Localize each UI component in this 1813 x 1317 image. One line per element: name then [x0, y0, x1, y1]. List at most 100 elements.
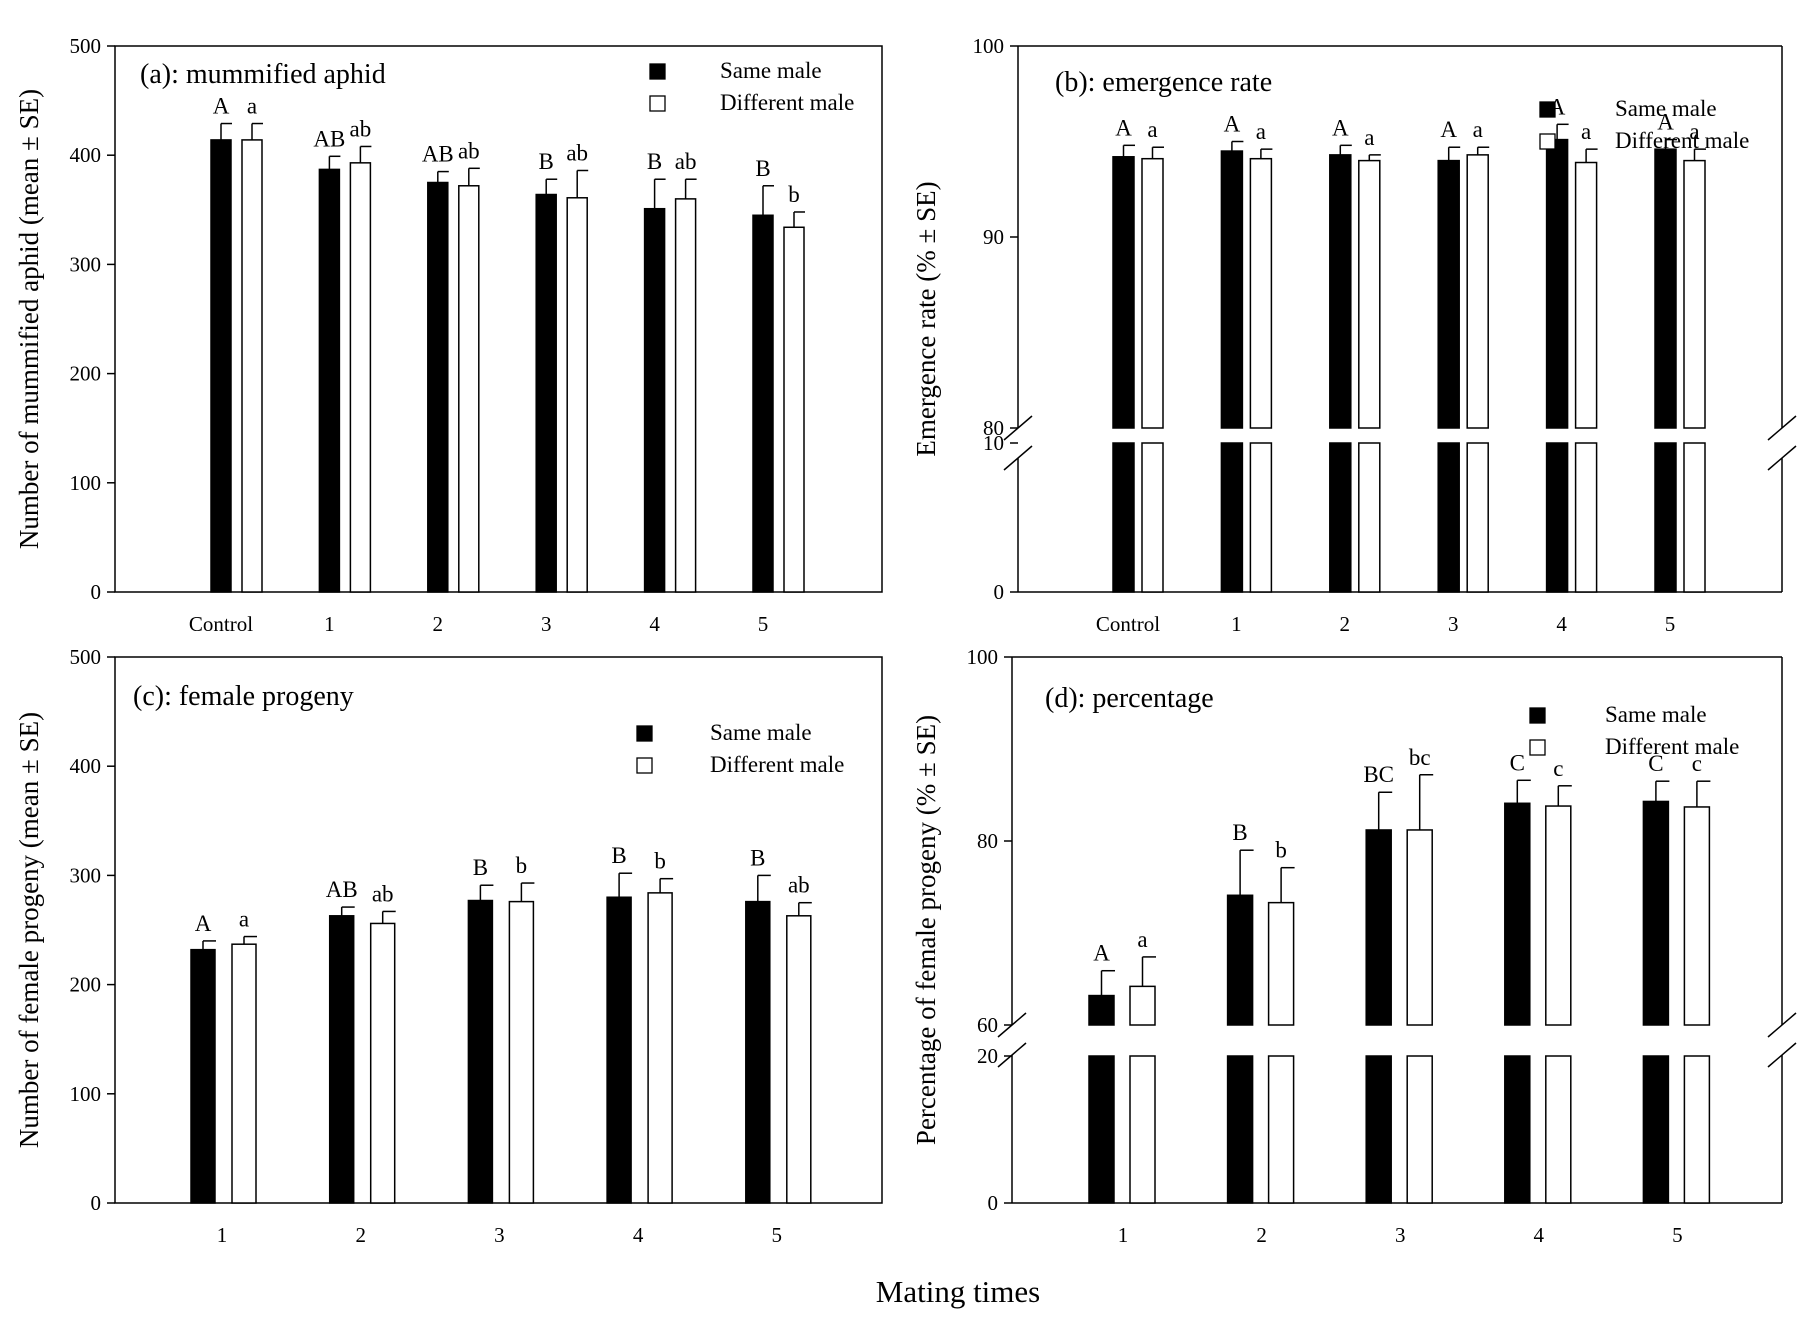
- panel-a-frame: [114, 45, 883, 593]
- panel-a-significance-letter: B: [539, 149, 554, 174]
- panel-a-bar-same: [210, 139, 232, 593]
- panel-c-y-tick-label: 0: [91, 1191, 102, 1215]
- panel-d-significance-letter: BC: [1363, 762, 1394, 787]
- panel-d-bar-different-upper: [1406, 829, 1433, 1026]
- panel-c-significance-letter: B: [750, 845, 765, 870]
- panel-c-significance-letter: B: [611, 843, 626, 868]
- panel-d-bar-different-lower: [1545, 1055, 1572, 1204]
- panel-d-bar-same-lower: [1365, 1055, 1392, 1204]
- panel-d-x-tick-label: 5: [1672, 1223, 1683, 1247]
- panel-a-significance-letter: B: [755, 156, 770, 181]
- panel-b-significance-letter: A: [1332, 115, 1349, 140]
- panel-d-break-mark-left-2: [997, 1042, 1027, 1068]
- panel-a-bar-same: [318, 168, 341, 593]
- panel-d-legend-swatch-different: [1529, 739, 1546, 756]
- panel-c-x-tick-label: 1: [217, 1223, 228, 1247]
- panel-d-significance-letter: C: [1510, 750, 1525, 775]
- panel-d-bar-same-lower: [1642, 1055, 1670, 1204]
- panel-d-y-tick-label: 0: [988, 1191, 999, 1215]
- panel-b-bar-different-lower: [1466, 442, 1489, 593]
- panel-b-bar-same-lower: [1112, 442, 1135, 593]
- panel-b-bar-different-lower: [1249, 442, 1273, 593]
- panel-b-bar-different-upper: [1141, 157, 1164, 429]
- panel-c-legend-swatch-different: [636, 757, 653, 774]
- panel-a-legend-swatch-different: [649, 95, 666, 112]
- panel-b-y-tick-label: 10: [983, 431, 1004, 455]
- panel-d-bar-different-upper: [1267, 901, 1295, 1026]
- panel-b-significance-letter: A: [1115, 115, 1132, 140]
- panel-a-bar-same: [643, 207, 666, 593]
- panel-b-title: (b): emergence rate: [1055, 67, 1272, 98]
- panel-d-bar-different-upper: [1129, 985, 1156, 1026]
- panel-d-y-tick-label: 100: [967, 645, 999, 669]
- panel-b-bar-same-lower: [1329, 442, 1352, 593]
- panel-c-y-tick-label: 300: [70, 863, 102, 887]
- panel-a: (a): mummified aphid 0 100 200 300 400 500 Num…: [14, 34, 883, 636]
- panel-a-x-tick-label: Control: [189, 612, 253, 636]
- panel-d-bar-same-lower: [1504, 1055, 1531, 1204]
- panel-d-x-tick-label: 2: [1256, 1223, 1267, 1247]
- panel-a-title: (a): mummified aphid: [140, 59, 386, 90]
- panel-a-y-tick-label: 400: [70, 143, 102, 167]
- panel-d-y-tick-label: 20: [977, 1044, 998, 1068]
- panel-d-x-tick-label: 1: [1118, 1223, 1129, 1247]
- panel-c-bar-different: [369, 922, 396, 1204]
- panel-a-bar-different: [458, 185, 480, 593]
- panel-c-y-tick-label: 500: [70, 645, 102, 669]
- panel-d-title: (d): percentage: [1045, 683, 1214, 714]
- panel-d-bar-same-upper: [1504, 802, 1531, 1026]
- panel-b-bar-same-upper: [1329, 154, 1352, 429]
- panel-c-bar-same: [606, 896, 632, 1204]
- panel-b-significance-letter: A: [1440, 117, 1457, 142]
- panel-c-legend-label-different: Different male: [710, 752, 844, 777]
- panel-a-bar-different: [674, 198, 697, 593]
- panel-b-y-tick-label: 100: [973, 34, 1005, 58]
- panel-b-x-tick-label: 3: [1448, 612, 1459, 636]
- panel-b-significance-letter: a: [1689, 119, 1699, 144]
- panel-c-y-tick-label: 400: [70, 754, 102, 778]
- panel-a-bar-different: [783, 226, 805, 593]
- panel-b-bar-same-upper: [1654, 148, 1677, 429]
- panel-c-bar-different: [231, 943, 257, 1204]
- panel-c-legend-label-same: Same male: [710, 720, 812, 745]
- panel-a-bar-different: [566, 197, 588, 593]
- panel-a-x-tick-label: 4: [649, 612, 660, 636]
- panel-c-frame: [114, 656, 883, 1204]
- panel-c-x-tick-label: 3: [494, 1223, 505, 1247]
- panel-a-bar-same: [752, 214, 774, 593]
- panel-c-x-tick-label: 5: [772, 1223, 783, 1247]
- panel-d-significance-letter: A: [1093, 941, 1110, 966]
- panel-b-y-axis-title: Emergence rate (% ± SE): [911, 181, 941, 456]
- panel-d-bar-different-lower: [1683, 1055, 1711, 1204]
- panel-d: (d): percentage 0 20 60 80 100 Percentage of …: [911, 645, 1797, 1247]
- panel-b-bar-different-lower: [1141, 442, 1164, 593]
- panel-b-significance-letter: a: [1473, 117, 1483, 142]
- panel-c-y-tick-label: 200: [70, 973, 102, 997]
- panel-d-bar-same-upper: [1642, 800, 1670, 1026]
- panel-c-significance-letter: AB: [326, 877, 358, 902]
- panel-b-y-tick-label: 80: [983, 416, 1004, 440]
- panel-b-significance-letter: A: [1224, 112, 1241, 137]
- panel-b-bar-different-upper: [1466, 154, 1489, 429]
- panel-c-bar-same: [467, 899, 494, 1204]
- panel-a-significance-letter: ab: [350, 116, 372, 141]
- panel-a-significance-letter: a: [247, 94, 257, 119]
- panel-c-x-tick-label: 2: [355, 1223, 366, 1247]
- panel-d-y-tick-label: 60: [977, 1013, 998, 1037]
- panel-b-break-mark-right-2: [1767, 445, 1797, 471]
- panel-d-legend-label-same: Same male: [1605, 702, 1707, 727]
- panel-a-legend-label-same: Same male: [720, 58, 822, 83]
- panel-b-bar-same-upper: [1112, 156, 1135, 429]
- panel-b-significance-letter: A: [1657, 110, 1674, 135]
- panel-d-y-axis-title: Percentage of female progeny (% ± SE): [911, 715, 941, 1145]
- panel-b-significance-letter: a: [1256, 119, 1266, 144]
- panel-c-significance-letter: b: [516, 853, 528, 878]
- panel-b-bar-different-upper: [1574, 161, 1598, 429]
- panel-d-legend-label-different: Different male: [1605, 734, 1739, 759]
- panel-b-x-tick-label: 1: [1231, 612, 1242, 636]
- panel-a-bar-different: [241, 139, 263, 593]
- panel-b-x-tick-label: Control: [1096, 612, 1160, 636]
- panel-b-bar-different-lower: [1358, 442, 1381, 593]
- panel-c: (c): female progeny 0 100 200 300 400 500 Numb…: [14, 645, 883, 1247]
